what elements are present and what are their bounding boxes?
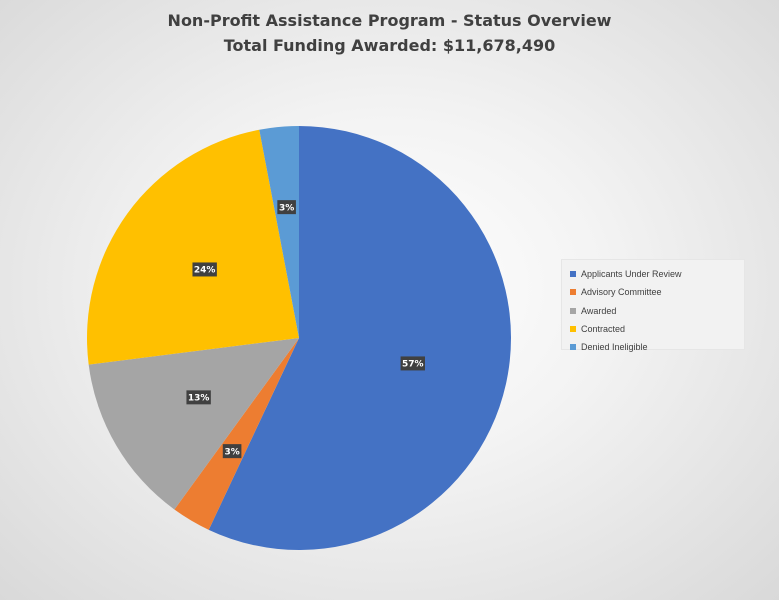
legend-label: Advisory Committee (581, 287, 662, 298)
data-label-denied-ineligible: 3% (277, 200, 296, 215)
legend-swatch (570, 271, 576, 278)
svg-text:24%: 24% (194, 266, 216, 276)
legend-label: Contracted (581, 324, 626, 335)
pie-slice-advisory-committee (174, 338, 299, 530)
svg-text:3%: 3% (279, 203, 294, 213)
legend-item-applicants-under-review: Applicants Under Review (570, 265, 744, 283)
data-label-awarded: 13% (186, 390, 211, 405)
legend-item-advisory-committee: Advisory Committee (570, 283, 744, 301)
pie-slice-denied-ineligible (259, 126, 299, 338)
legend-label: Applicants Under Review (581, 269, 682, 280)
data-label-applicants-under-review: 57% (400, 356, 425, 371)
data-label-advisory-committee: 3% (222, 444, 242, 459)
pie-slice-contracted (86, 129, 299, 365)
legend-swatch (570, 326, 576, 333)
svg-text:13%: 13% (188, 394, 210, 404)
legend-item-awarded: Awarded (570, 302, 744, 320)
pie-slice-awarded (88, 338, 299, 510)
legend-label: Denied Ineligible (581, 342, 648, 353)
svg-text:57%: 57% (402, 360, 424, 370)
legend-item-denied-ineligible: Denied Ineligible (570, 338, 744, 356)
pie-slice-applicants-under-review (208, 126, 511, 550)
legend-swatch (570, 307, 576, 314)
legend-label: Awarded (581, 305, 617, 316)
chart-legend: Applicants Under Review Advisory Committe… (561, 259, 745, 352)
legend-swatch (570, 344, 576, 351)
svg-text:3%: 3% (224, 447, 239, 457)
chart-title: Non-Profit Assistance Program - Status O… (167, 11, 612, 30)
chart-subtitle: Total Funding Awarded: $11,678,490 (223, 36, 556, 55)
legend-swatch (570, 289, 576, 296)
legend-item-contracted: Contracted (570, 320, 744, 338)
data-label-contracted: 24% (192, 262, 217, 277)
